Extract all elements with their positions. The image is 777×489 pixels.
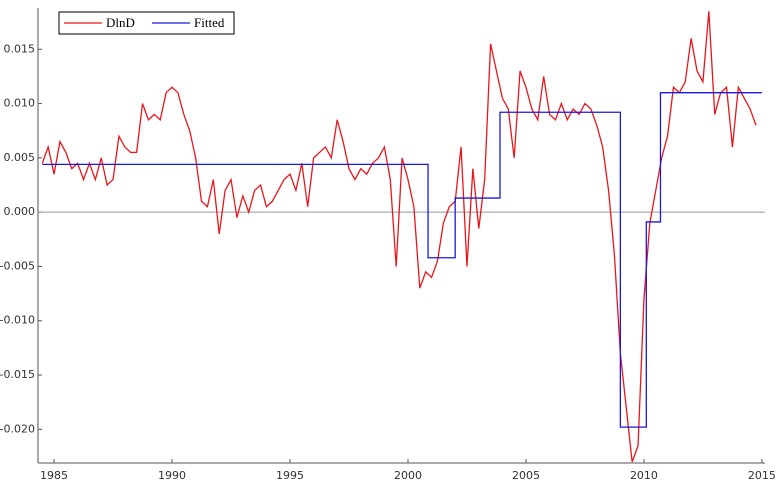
y-tick-label: 0.005 — [4, 151, 36, 164]
x-tick-label: 1995 — [276, 469, 304, 482]
y-tick-label: 0.015 — [4, 42, 36, 55]
x-tick-label: 2005 — [512, 469, 540, 482]
y-tick-label: -0.010 — [0, 314, 35, 327]
x-tick-label: 1985 — [40, 469, 68, 482]
y-tick-label: -0.005 — [0, 259, 35, 272]
series-line — [42, 92, 762, 428]
y-tick-label: 0.000 — [4, 205, 36, 218]
y-tick-label: -0.020 — [0, 422, 35, 435]
x-tick-label: 2000 — [394, 469, 422, 482]
x-tick-label: 2015 — [748, 469, 776, 482]
legend-box — [58, 11, 235, 35]
y-tick-label: 0.010 — [4, 97, 36, 110]
x-tick-label: 1990 — [158, 469, 186, 482]
y-tick-label: -0.015 — [0, 368, 35, 381]
legend-label: DlnD — [106, 15, 135, 30]
legend-label: Fitted — [194, 15, 225, 30]
series-line — [41, 11, 757, 463]
x-tick-label: 2010 — [630, 469, 658, 482]
